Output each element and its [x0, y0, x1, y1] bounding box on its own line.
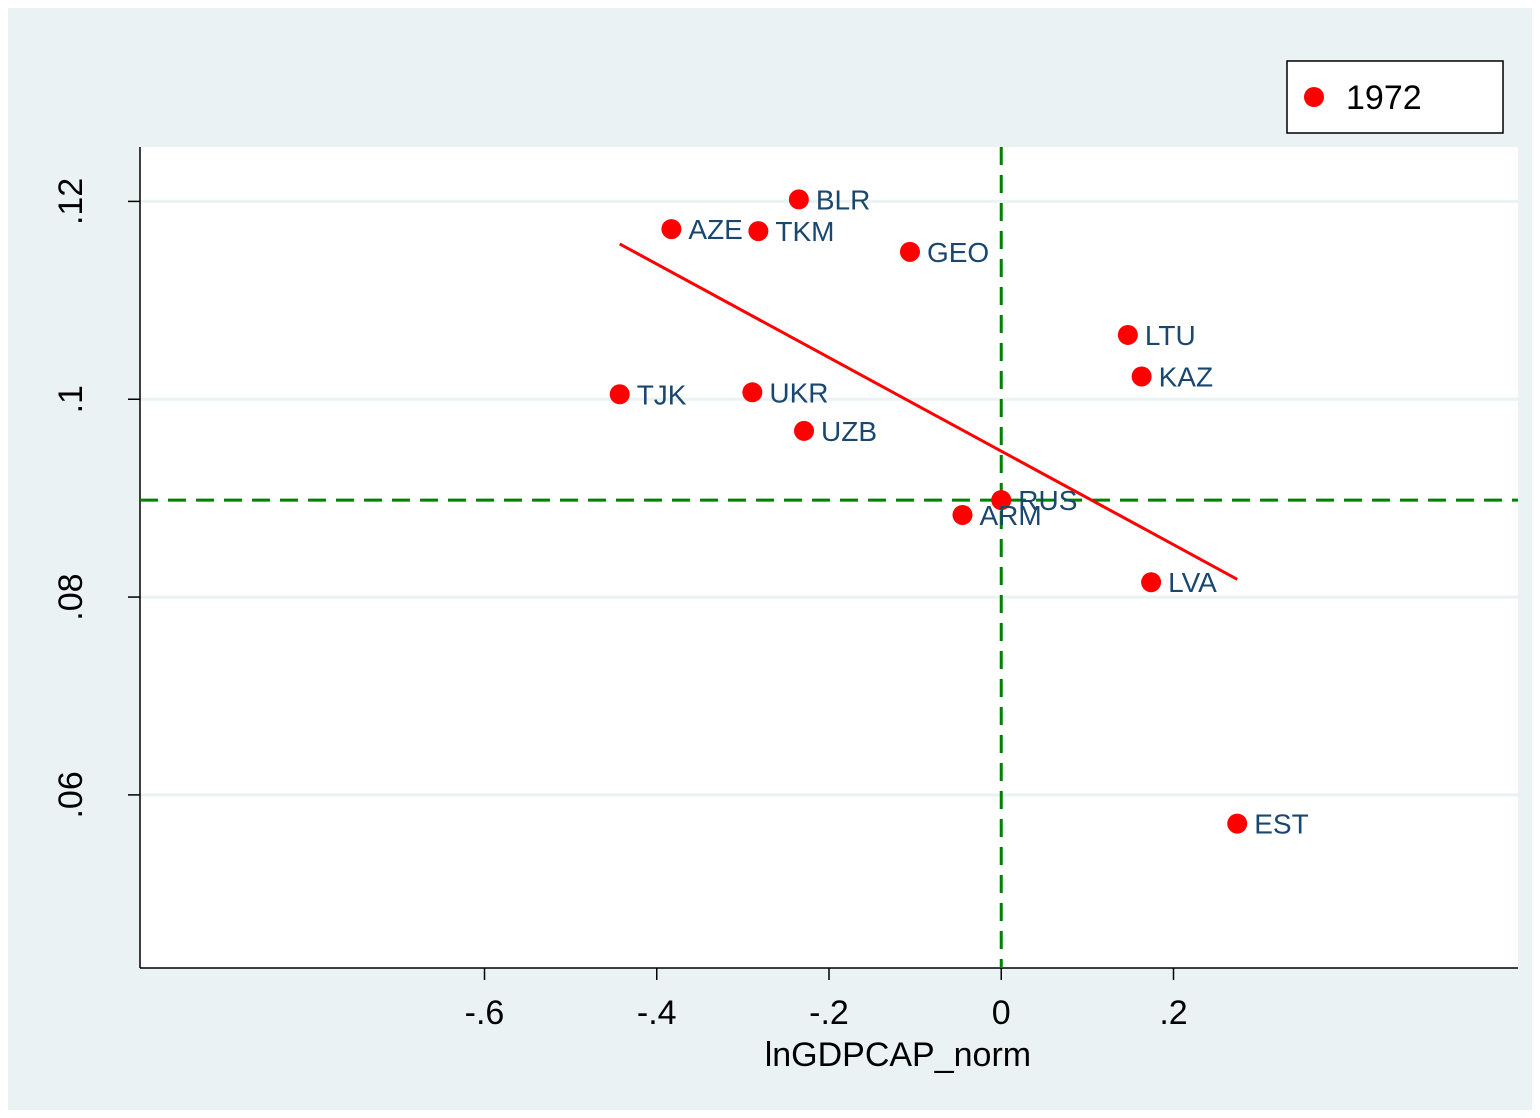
point-label: LTU [1145, 320, 1196, 351]
data-point [661, 219, 682, 240]
data-point [1131, 366, 1152, 387]
point-label: TKM [775, 216, 834, 247]
y-tick-label: .1 [52, 385, 90, 413]
data-point [748, 221, 769, 242]
data-point [742, 382, 763, 403]
plot-area [140, 147, 1518, 968]
y-tick-label: .12 [52, 178, 90, 225]
legend-marker [1304, 87, 1324, 107]
x-tick-label: -.4 [637, 994, 677, 1032]
point-label: KAZ [1159, 361, 1213, 392]
point-label: ARM [979, 500, 1041, 531]
x-tick-label: -.6 [465, 994, 505, 1032]
data-point [794, 420, 815, 441]
data-point [952, 504, 973, 525]
data-point [1141, 572, 1162, 593]
legend-label: 1972 [1346, 79, 1422, 117]
data-point [899, 241, 920, 262]
x-tick-label: -.2 [809, 994, 849, 1032]
data-point [1117, 324, 1138, 345]
point-label: TJK [637, 379, 687, 410]
x-tick-label: 0 [992, 994, 1011, 1032]
y-tick-label: .08 [52, 573, 90, 620]
point-label: UZB [821, 416, 877, 447]
data-point [991, 490, 1012, 511]
y-tick-label: .06 [52, 771, 90, 818]
fit-line [619, 242, 1238, 581]
point-label: LVA [1168, 567, 1217, 598]
x-tick-label: .2 [1159, 994, 1187, 1032]
data-point [1227, 813, 1248, 834]
point-label: AZE [688, 214, 742, 245]
point-label: EST [1254, 809, 1308, 840]
data-point [609, 384, 630, 405]
point-label: BLR [816, 184, 870, 215]
point-label: UKR [769, 377, 828, 408]
point-label: RUS [1018, 485, 1077, 516]
point-label: GEO [927, 237, 989, 268]
data-point [788, 189, 809, 210]
x-axis-title: lnGDPCAP_norm [765, 1036, 1031, 1074]
